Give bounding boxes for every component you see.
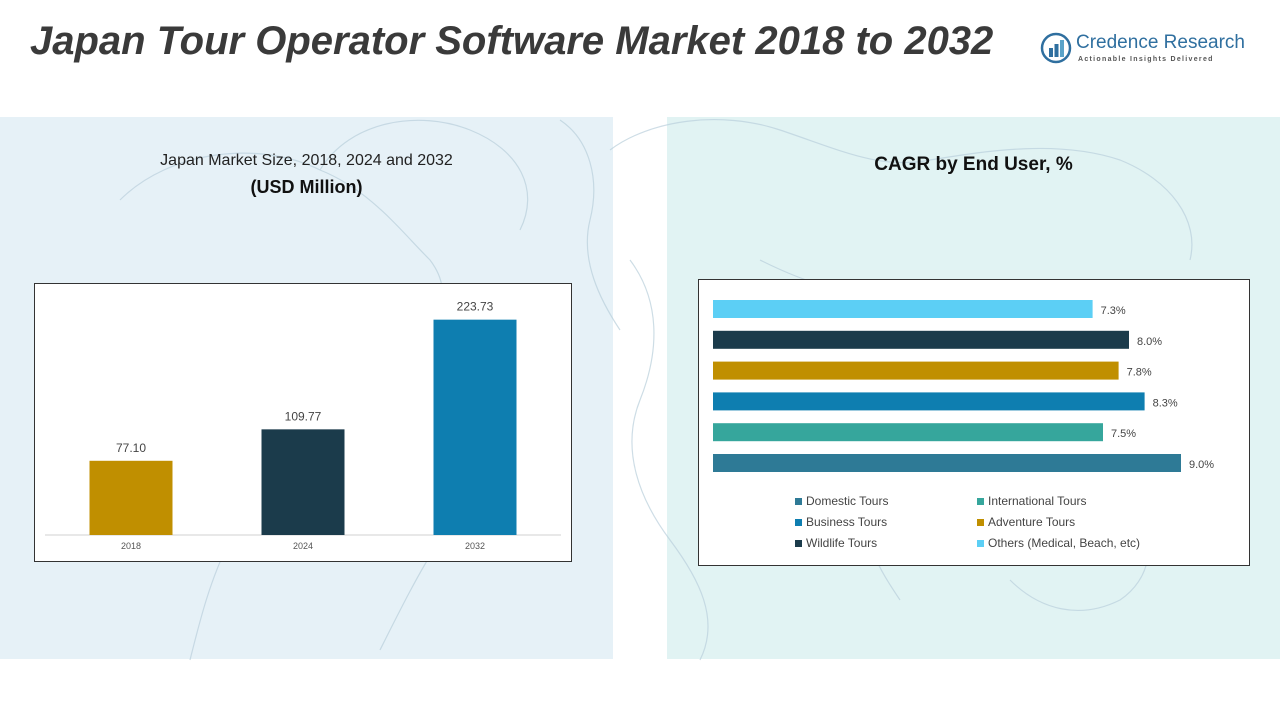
hbar-domestic-tours bbox=[713, 454, 1181, 472]
legend-item: Business Tours bbox=[795, 515, 977, 529]
cagr-chart: 7.3% 8.0% 7.8% 8.3% 7.5% 9.0% Domestic Tours I… bbox=[698, 279, 1250, 566]
legend-item: Wildlife Tours bbox=[795, 536, 977, 550]
hbar-value-label: 9.0% bbox=[1189, 459, 1214, 471]
x-tick-label: 2018 bbox=[121, 541, 141, 551]
market-size-chart: 77.10 2018 109.77 2024 223.73 2032 bbox=[34, 283, 572, 562]
x-tick-label: 2024 bbox=[293, 541, 313, 551]
hbar-value-label: 7.8% bbox=[1127, 367, 1152, 379]
legend-swatch bbox=[795, 539, 802, 547]
hbar-value-label: 7.3% bbox=[1101, 305, 1126, 317]
legend-swatch bbox=[977, 539, 984, 547]
bar-2018 bbox=[89, 460, 173, 535]
legend-label: Domestic Tours bbox=[806, 494, 889, 508]
legend-label: Business Tours bbox=[806, 515, 888, 529]
legend-label: Others (Medical, Beach, etc) bbox=[988, 536, 1141, 550]
legend-swatch bbox=[977, 497, 984, 505]
hbar-value-label: 8.3% bbox=[1153, 397, 1178, 409]
hbar-others-medical-beach-etc- bbox=[713, 300, 1093, 318]
legend-item: Domestic Tours bbox=[795, 494, 977, 508]
legend-swatch bbox=[795, 518, 802, 526]
bar-2032 bbox=[433, 319, 517, 535]
brand-logo[interactable]: Credence Research Actionable Insights De… bbox=[1040, 30, 1260, 70]
legend-label: Wildlife Tours bbox=[806, 536, 878, 550]
page-title: Japan Tour Operator Software Market 2018… bbox=[30, 19, 994, 63]
hbar-adventure-tours bbox=[713, 361, 1119, 380]
market-size-chart-svg: 77.10 2018 109.77 2024 223.73 2032 bbox=[45, 300, 561, 551]
hbar-international-tours bbox=[713, 423, 1103, 442]
logo-tagline: Actionable Insights Delivered bbox=[1078, 56, 1214, 63]
bar-value-label: 223.73 bbox=[457, 300, 494, 314]
bar-2024 bbox=[261, 429, 345, 535]
market-size-subtitle: Japan Market Size, 2018, 2024 and 2032 bbox=[160, 152, 453, 169]
bar-value-label: 77.10 bbox=[116, 441, 146, 455]
legend-label: International Tours bbox=[988, 494, 1087, 508]
legend-item: International Tours bbox=[977, 494, 1197, 508]
legend-item: Adventure Tours bbox=[977, 515, 1197, 529]
bar-value-label: 109.77 bbox=[285, 409, 322, 423]
hbar-value-label: 7.5% bbox=[1111, 428, 1136, 440]
legend-item: Others (Medical, Beach, etc) bbox=[977, 536, 1197, 550]
credence-logo-icon bbox=[1040, 32, 1072, 64]
market-size-unit: (USD Million) bbox=[250, 177, 363, 197]
hbar-wildlife-tours bbox=[713, 330, 1129, 349]
cagr-chart-title: CAGR by End User, % bbox=[874, 154, 1073, 175]
hbar-business-tours bbox=[713, 392, 1145, 411]
hbar-value-label: 8.0% bbox=[1137, 336, 1162, 348]
legend-swatch bbox=[977, 518, 984, 526]
x-tick-label: 2032 bbox=[465, 541, 485, 551]
cagr-chart-svg: 7.3% 8.0% 7.8% 8.3% 7.5% 9.0% bbox=[713, 300, 1214, 472]
legend-label: Adventure Tours bbox=[988, 515, 1076, 529]
legend-swatch bbox=[795, 497, 802, 505]
logo-name: Credence Research bbox=[1076, 32, 1245, 53]
cagr-legend: Domestic Tours International Tours Busines… bbox=[795, 494, 1215, 550]
